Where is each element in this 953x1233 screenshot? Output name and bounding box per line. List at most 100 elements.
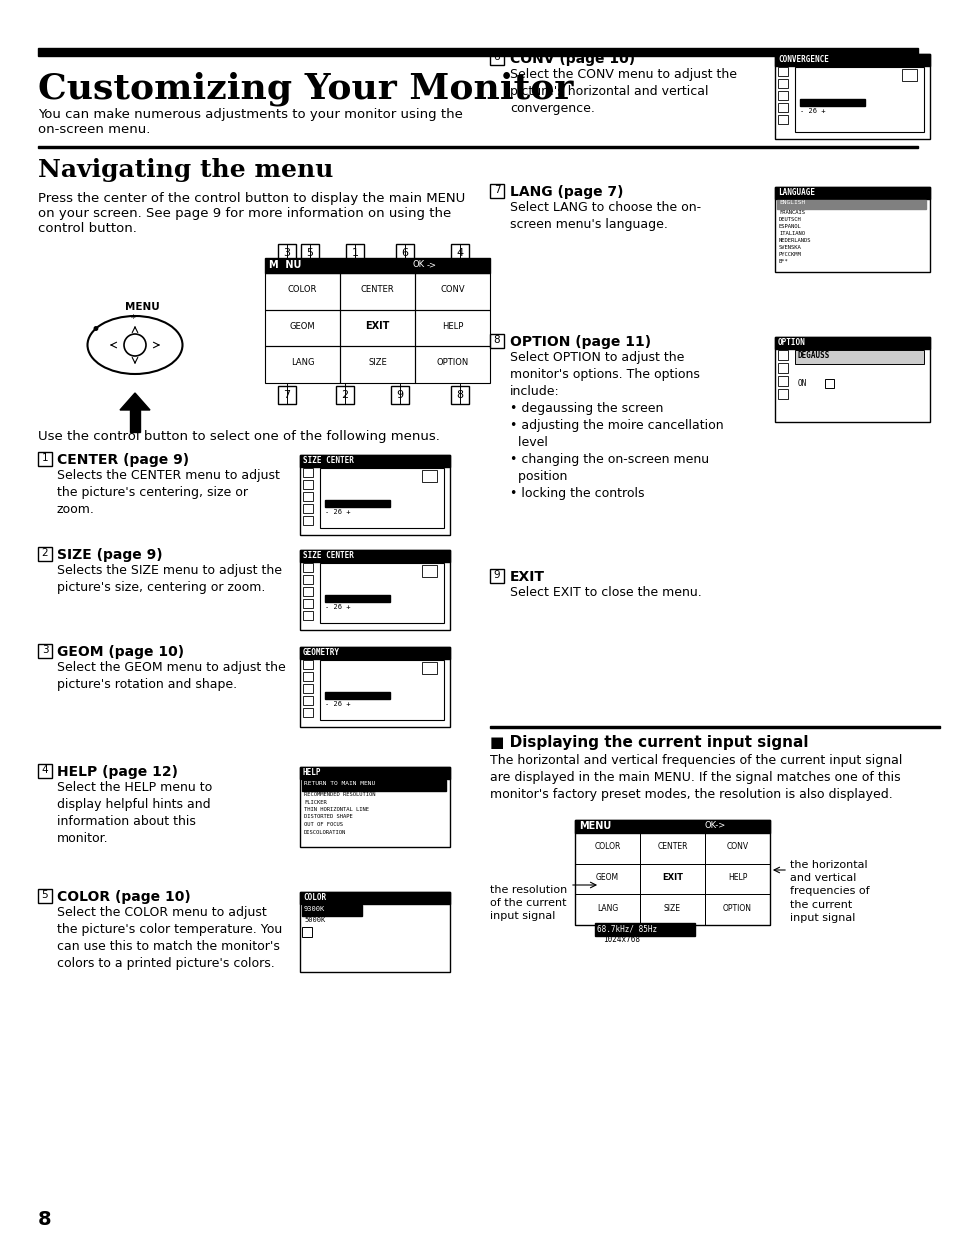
Bar: [335, 386, 354, 404]
Bar: [303, 480, 313, 490]
Bar: [778, 115, 787, 125]
Text: OPTION (page 11): OPTION (page 11): [510, 335, 651, 349]
Bar: [575, 820, 769, 925]
Text: SIZE CENTER: SIZE CENTER: [303, 551, 354, 560]
Bar: [901, 69, 916, 81]
Bar: [639, 894, 704, 925]
Text: GEOMETRY: GEOMETRY: [303, 649, 339, 657]
Text: 1024x768: 1024x768: [602, 935, 639, 944]
Bar: [778, 350, 787, 360]
Text: DEUTSCH: DEUTSCH: [779, 217, 801, 222]
Text: OUT OF FOCUS: OUT OF FOCUS: [304, 822, 343, 827]
Text: SIZE: SIZE: [663, 904, 680, 912]
Bar: [339, 346, 415, 383]
Text: the resolution
of the current
input signal: the resolution of the current input sign…: [490, 885, 567, 921]
Bar: [575, 894, 639, 925]
Text: 2: 2: [42, 547, 49, 559]
Bar: [794, 350, 923, 364]
Text: - 26 +: - 26 +: [325, 604, 350, 610]
Bar: [776, 200, 925, 210]
Bar: [303, 599, 313, 608]
Text: - 26 +: - 26 +: [325, 509, 350, 515]
Text: SIZE: SIZE: [368, 359, 387, 367]
Text: OPTION: OPTION: [778, 338, 805, 346]
Text: HELP (page 12): HELP (page 12): [57, 764, 178, 779]
Bar: [299, 455, 450, 467]
Bar: [303, 492, 313, 501]
Text: COLOR: COLOR: [303, 893, 326, 903]
Bar: [575, 834, 639, 863]
Text: HELP: HELP: [303, 768, 321, 777]
Bar: [38, 547, 52, 561]
Text: GEOM: GEOM: [596, 873, 618, 882]
Bar: [303, 587, 313, 596]
Text: ■ Displaying the current input signal: ■ Displaying the current input signal: [490, 735, 807, 750]
Bar: [319, 469, 443, 528]
Text: MENU: MENU: [125, 302, 159, 312]
Text: OK->: OK->: [704, 821, 725, 830]
Text: ON: ON: [797, 379, 806, 388]
Text: 2: 2: [341, 390, 348, 399]
Text: LANG: LANG: [597, 904, 618, 912]
Bar: [778, 104, 787, 112]
Bar: [415, 309, 490, 346]
Bar: [319, 563, 443, 623]
Text: The horizontal and vertical frequencies of the current input signal
are displaye: The horizontal and vertical frequencies …: [490, 755, 902, 801]
Text: 8: 8: [493, 335, 499, 345]
Text: 6: 6: [401, 248, 408, 258]
Bar: [303, 708, 313, 718]
Text: - 26 +: - 26 +: [325, 702, 350, 707]
Bar: [302, 780, 446, 792]
Text: 9300K: 9300K: [304, 906, 325, 912]
Bar: [575, 863, 639, 894]
Bar: [302, 927, 312, 937]
Bar: [303, 575, 313, 584]
Bar: [299, 550, 450, 630]
Bar: [774, 54, 929, 139]
Text: RETURN TO MAIN MENU: RETURN TO MAIN MENU: [304, 780, 375, 785]
Bar: [421, 470, 436, 482]
Text: LANG: LANG: [291, 359, 314, 367]
Text: CONV (page 10): CONV (page 10): [510, 52, 635, 67]
Bar: [38, 145, 917, 148]
Bar: [415, 346, 490, 383]
Bar: [319, 660, 443, 720]
Text: CENTER: CENTER: [360, 285, 394, 293]
Text: RECOMMENDED RESOLUTION: RECOMMENDED RESOLUTION: [304, 792, 375, 797]
Text: Select OPTION to adjust the
monitor's options. The options
include:
• degaussing: Select OPTION to adjust the monitor's op…: [510, 351, 723, 501]
Text: 68.7kHz/ 85Hz: 68.7kHz/ 85Hz: [597, 924, 657, 933]
Bar: [421, 565, 436, 577]
Text: GEOM: GEOM: [290, 322, 315, 330]
Bar: [38, 764, 52, 778]
Text: Navigating the menu: Navigating the menu: [38, 158, 333, 182]
Text: DISCOLORATION: DISCOLORATION: [304, 830, 346, 835]
Text: EXIT: EXIT: [365, 321, 389, 332]
Text: •: •: [91, 321, 101, 339]
Bar: [265, 309, 339, 346]
Text: 9: 9: [396, 390, 403, 399]
Text: Select the HELP menu to
display helpful hints and
information about this
monitor: Select the HELP menu to display helpful …: [57, 780, 212, 845]
Bar: [303, 515, 313, 525]
Bar: [277, 386, 295, 404]
Text: Selects the SIZE menu to adjust the
picture's size, centering or zoom.: Selects the SIZE menu to adjust the pict…: [57, 563, 282, 594]
Text: LANGUAGE: LANGUAGE: [778, 187, 814, 197]
Text: 7: 7: [283, 390, 291, 399]
Bar: [299, 550, 450, 562]
Bar: [265, 272, 339, 309]
Bar: [303, 504, 313, 513]
Bar: [339, 272, 415, 309]
Bar: [421, 662, 436, 674]
Bar: [302, 905, 361, 916]
Text: EXIT: EXIT: [661, 873, 682, 882]
Text: B**: B**: [779, 259, 788, 264]
Bar: [303, 660, 313, 670]
Text: 7: 7: [493, 185, 499, 195]
Bar: [299, 455, 450, 535]
Text: DISTORTED SHAPE: DISTORTED SHAPE: [304, 815, 353, 820]
Bar: [303, 672, 313, 681]
Bar: [299, 891, 450, 972]
Bar: [303, 563, 313, 572]
Bar: [704, 894, 769, 925]
Bar: [778, 79, 787, 88]
Bar: [774, 187, 929, 199]
